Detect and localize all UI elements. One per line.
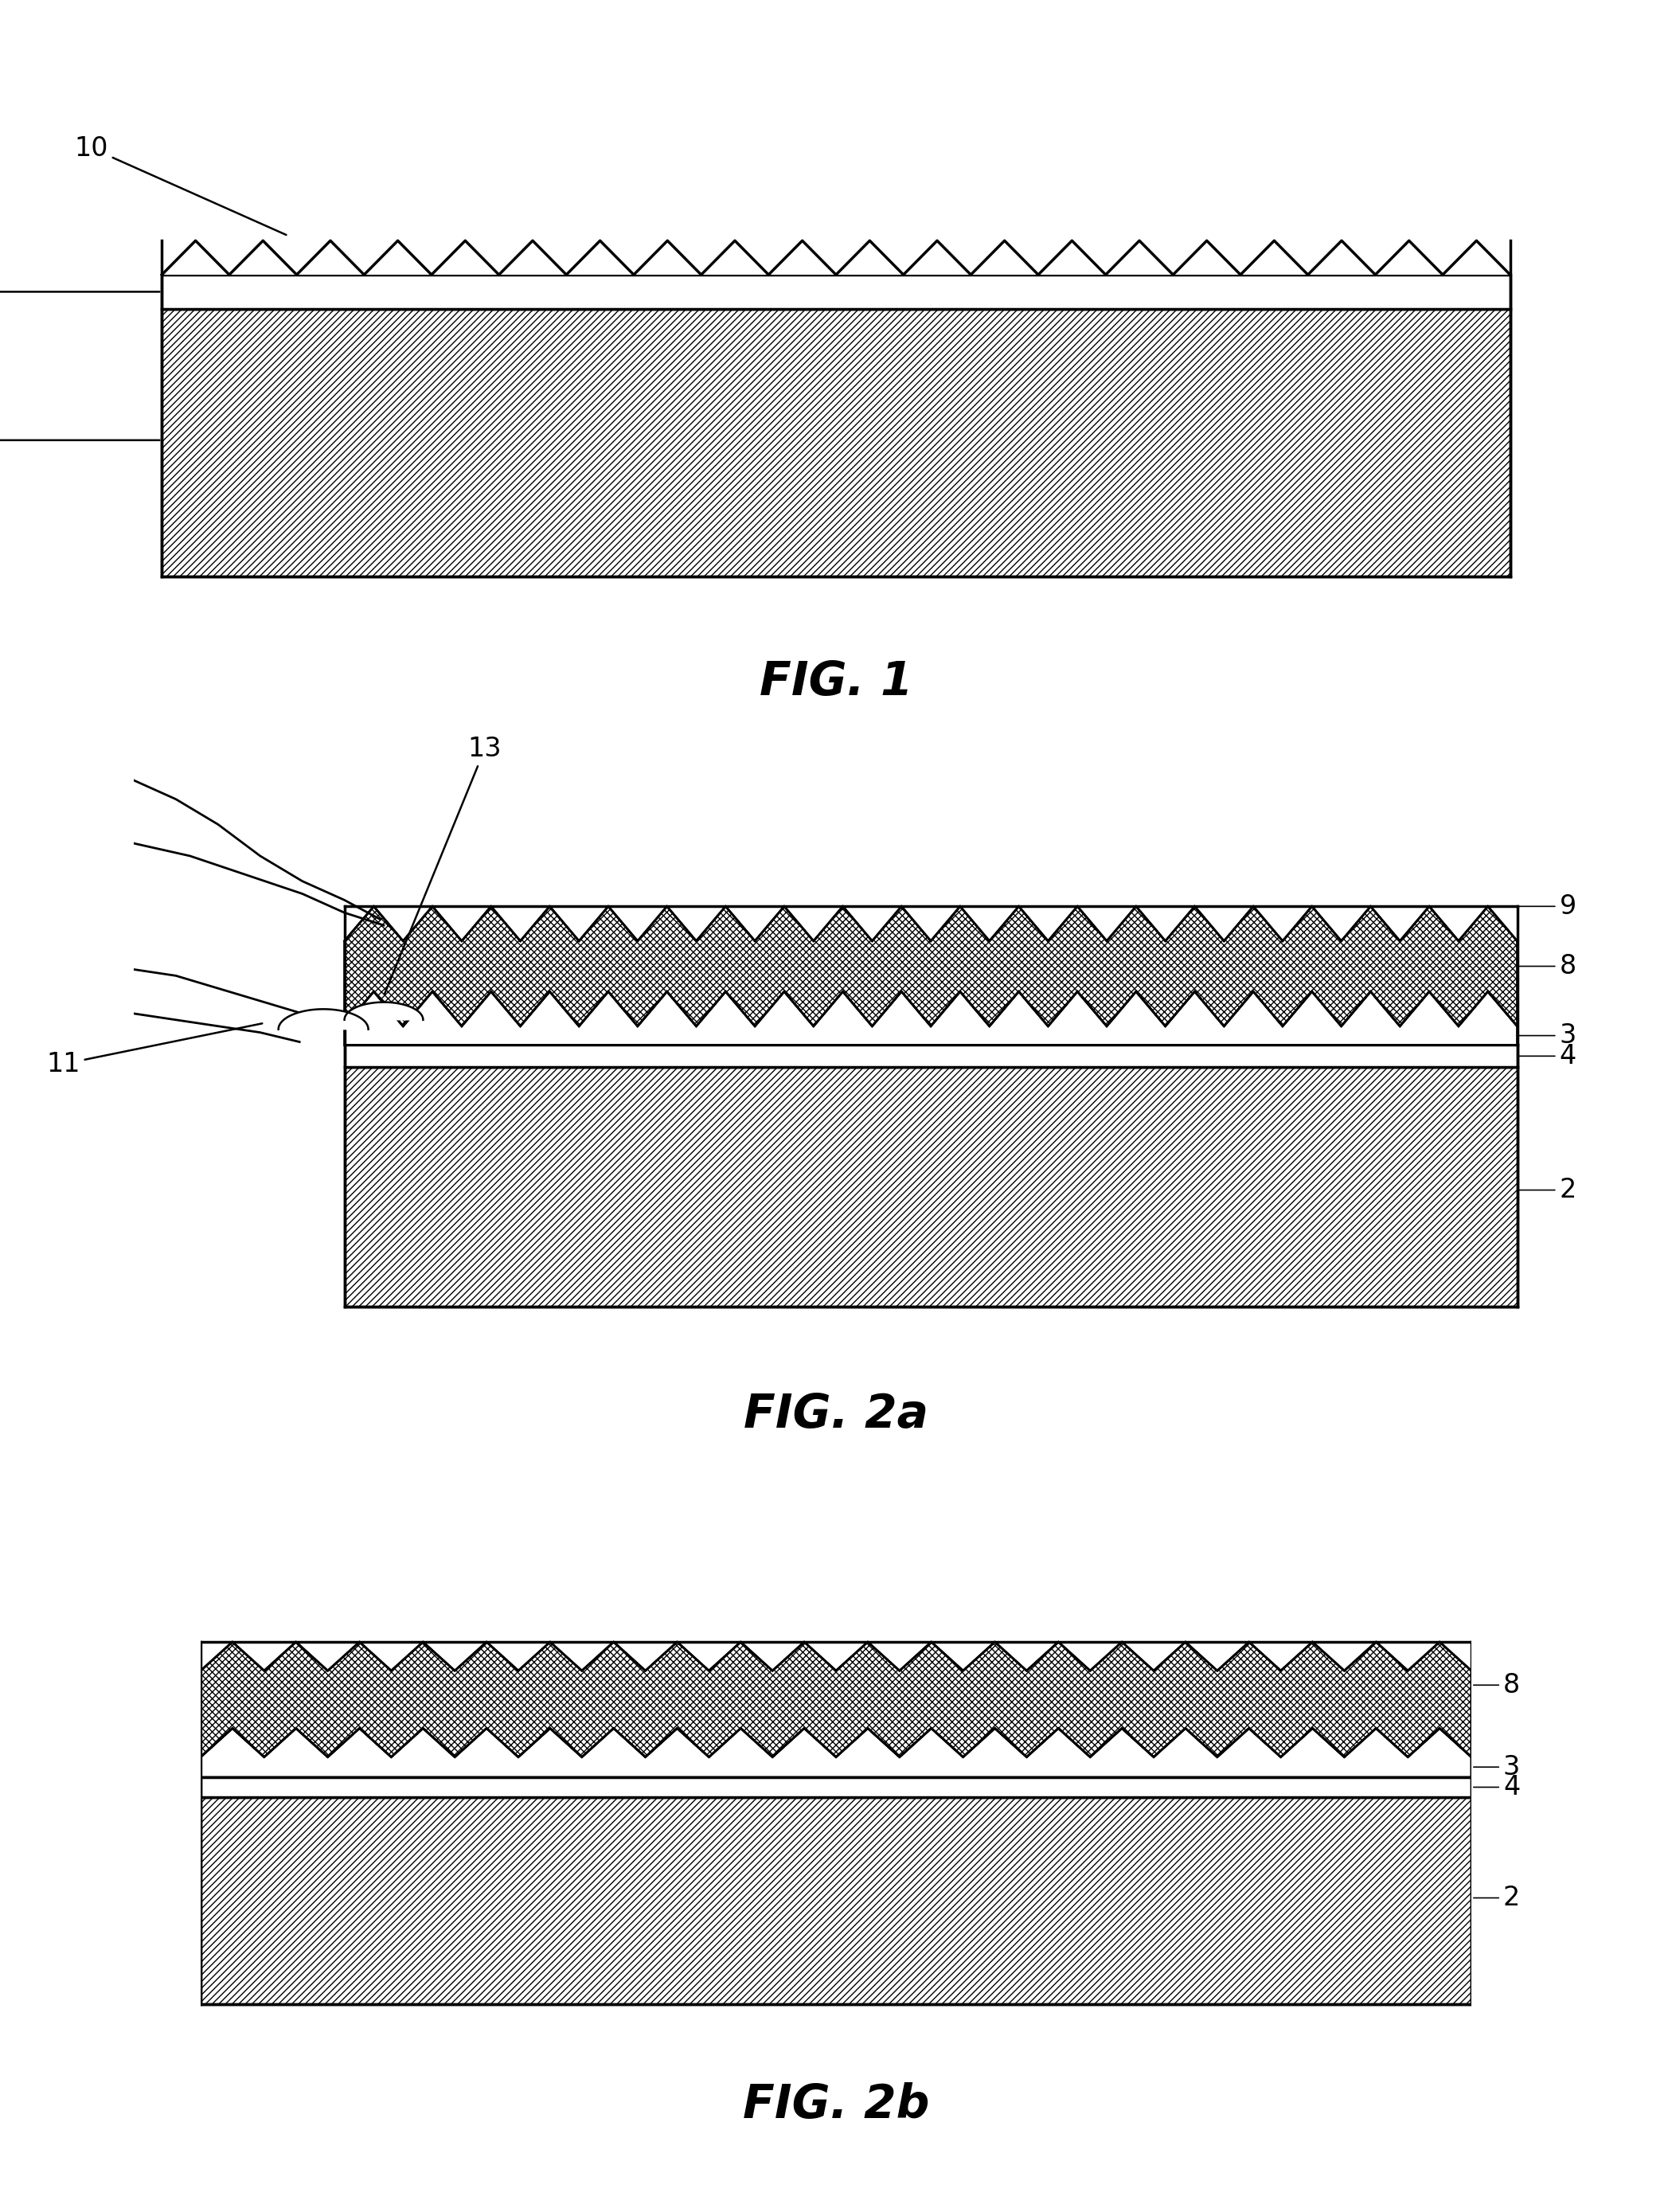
Bar	[201, 1796, 1471, 2004]
Text: 9: 9	[1520, 894, 1577, 920]
Polygon shape	[344, 907, 1517, 1026]
Text: 3: 3	[1473, 1754, 1520, 1781]
Text: 4: 4	[1520, 1042, 1577, 1068]
Text: 4: 4	[1473, 1774, 1520, 1801]
Text: 10: 10	[75, 135, 286, 234]
Text: FIG. 2a: FIG. 2a	[744, 1391, 928, 1438]
Polygon shape	[279, 1009, 368, 1029]
Bar	[344, 1066, 1517, 1307]
Text: 13: 13	[385, 737, 502, 993]
Bar	[162, 310, 1510, 577]
Text: 3: 3	[1520, 1022, 1577, 1048]
Polygon shape	[162, 241, 1510, 274]
Text: 11: 11	[47, 1024, 263, 1077]
Text: 8: 8	[1520, 953, 1577, 980]
Text: 2: 2	[1473, 1885, 1520, 1911]
Bar	[201, 1776, 1471, 1796]
Text: FIG. 1: FIG. 1	[759, 659, 913, 706]
Bar	[344, 1044, 1517, 1066]
Text: 2: 2	[0, 427, 159, 453]
Polygon shape	[201, 1641, 1471, 1756]
Polygon shape	[344, 1002, 423, 1020]
Text: 2: 2	[1520, 1177, 1577, 1203]
Polygon shape	[344, 991, 1517, 1044]
Text: 4: 4	[0, 279, 159, 305]
Polygon shape	[201, 1728, 1471, 1776]
Text: FIG. 2b: FIG. 2b	[742, 2081, 930, 2128]
Text: 8: 8	[1473, 1672, 1520, 1699]
Bar	[162, 274, 1510, 310]
